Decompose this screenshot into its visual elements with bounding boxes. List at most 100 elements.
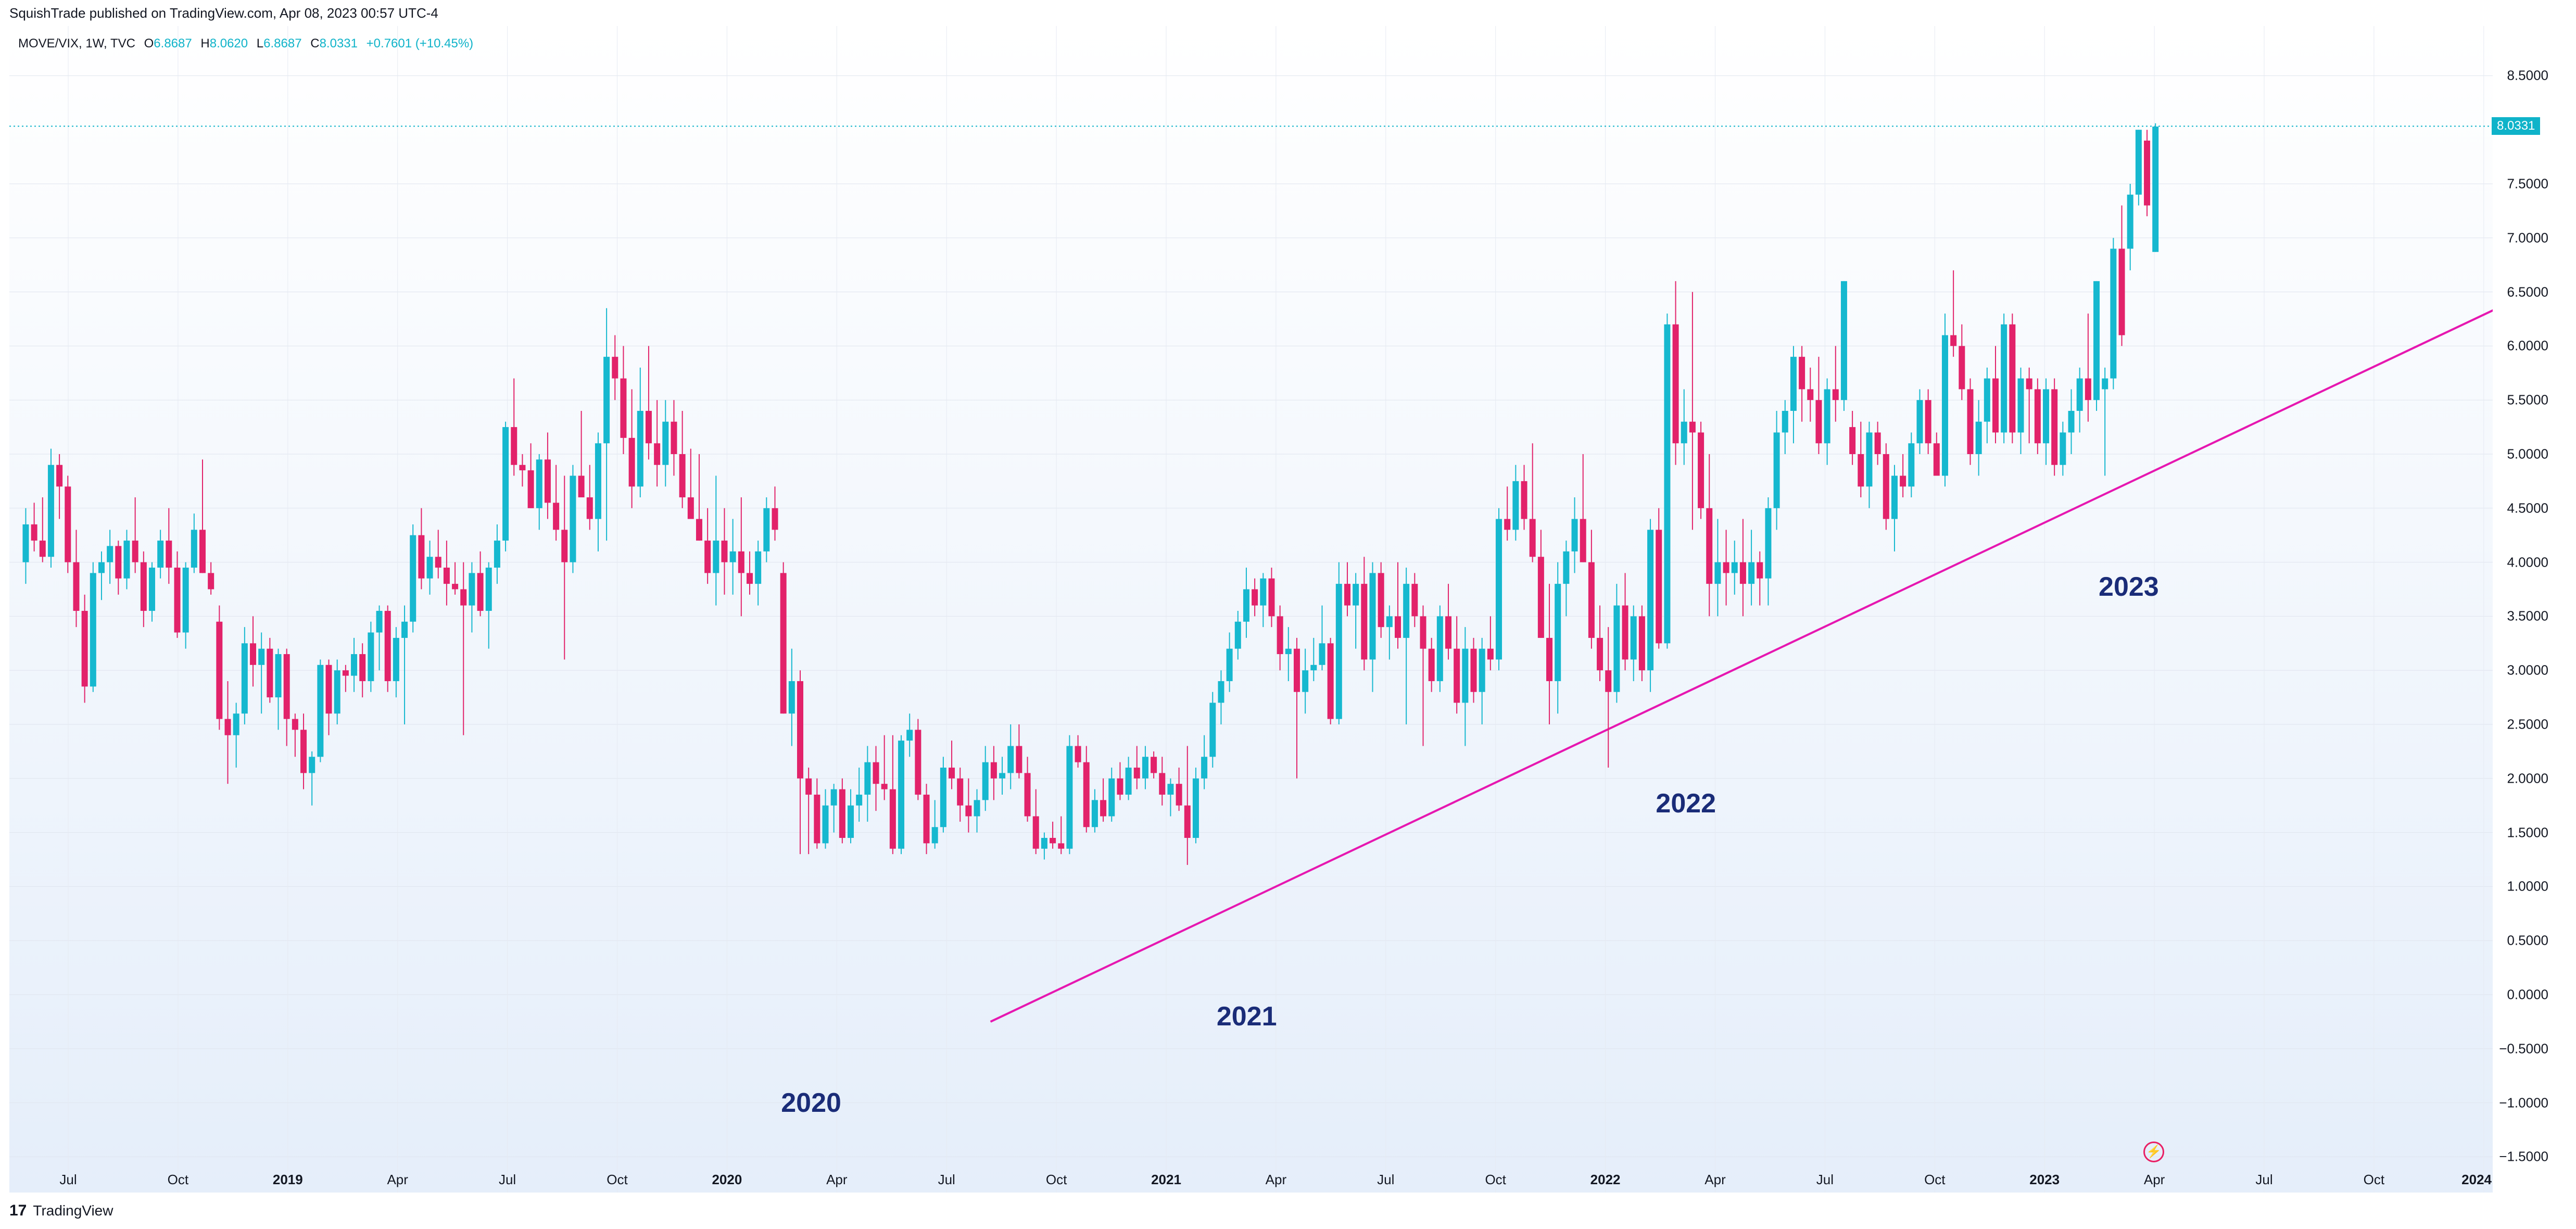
candle-body [317, 664, 324, 757]
change-value: +0.7601 (+10.45%) [366, 36, 474, 51]
candle-body [662, 421, 669, 465]
candle-body [1436, 616, 1443, 681]
candle-body [2026, 378, 2032, 390]
candle-body [797, 681, 803, 779]
candle [1032, 789, 1039, 855]
low-key: L [256, 36, 264, 51]
price-tick-label: 5.5000 [2507, 392, 2548, 408]
candle [527, 443, 534, 508]
candle [368, 621, 374, 692]
candle [2144, 130, 2151, 217]
year-annotation[interactable]: 2021 [1216, 1001, 1277, 1032]
candle [47, 448, 54, 568]
candle-body [216, 621, 223, 719]
candle [1361, 557, 1368, 671]
candle [1739, 519, 1746, 617]
candle [511, 378, 517, 476]
trendline[interactable] [990, 297, 2493, 1023]
candle-body [2144, 140, 2151, 206]
price-tick-label: −0.5000 [2499, 1040, 2548, 1057]
candle [1277, 605, 1283, 671]
candle [1436, 605, 1443, 692]
candle-body [1521, 481, 1527, 519]
time-tick-label: 2021 [1151, 1172, 1181, 1187]
candle-body [477, 573, 484, 611]
candle [1832, 346, 1839, 422]
candle [1378, 562, 1384, 638]
candle-body [999, 773, 1006, 779]
candle-body [1739, 562, 1746, 584]
candle [1100, 778, 1107, 822]
candle [1757, 551, 1763, 606]
candle-body [191, 530, 197, 568]
candle-body [325, 664, 332, 714]
year-annotation[interactable]: 2022 [1656, 788, 1716, 819]
open-key: O [144, 36, 154, 51]
candle-body [1007, 746, 1014, 773]
candle-body [393, 637, 399, 681]
candle [199, 459, 206, 573]
candle-body [2068, 410, 2075, 433]
candle [216, 605, 223, 730]
candle-body [553, 503, 560, 530]
candle-body [1024, 773, 1031, 817]
candle-body [612, 357, 618, 379]
candle [696, 454, 702, 541]
time-tick-label: 2024 [2461, 1172, 2492, 1187]
time-tick-label: Apr [1704, 1172, 1726, 1187]
year-annotation[interactable]: 2020 [781, 1087, 841, 1118]
candle-body [1243, 589, 1249, 622]
year-annotation[interactable]: 2023 [2099, 572, 2159, 603]
candle [283, 648, 290, 746]
candle-body [1941, 335, 1948, 476]
tradingview-brand[interactable]: 17 TradingView [9, 1202, 113, 1220]
candle-body [957, 778, 964, 806]
candle [1933, 432, 1940, 476]
time-tick-label: Oct [1485, 1172, 1506, 1187]
candle [1647, 519, 1654, 692]
chart-pane[interactable] [9, 26, 2493, 1193]
candle [275, 648, 282, 730]
candle [2127, 184, 2133, 271]
candles [22, 123, 2159, 865]
candle [1765, 497, 1772, 606]
candle-body [73, 562, 80, 611]
symbol-label[interactable]: MOVE/VIX, 1W, TVC [18, 36, 135, 51]
candle-body [22, 524, 29, 562]
candle [1723, 530, 1729, 606]
candle [1403, 567, 1410, 724]
candle-body [848, 805, 854, 838]
candle [1597, 605, 1603, 681]
candle-body [679, 454, 686, 498]
candle-body [595, 443, 601, 519]
time-tick-label: Oct [1045, 1172, 1067, 1187]
candle [1479, 637, 1485, 724]
candle-body [1386, 616, 1393, 628]
candle [1420, 605, 1426, 746]
price-tick-label: 7.0000 [2507, 230, 2548, 246]
candle-body [1041, 837, 1047, 849]
candle [1302, 648, 1309, 714]
flash-icon[interactable]: ⚡ [2143, 1142, 2164, 1162]
time-tick-label: Jul [1377, 1172, 1395, 1187]
candle [2085, 313, 2091, 422]
candle [637, 367, 643, 498]
candle [2017, 367, 2024, 454]
candle [182, 562, 189, 649]
candle-body [2127, 194, 2133, 249]
candle [1310, 637, 1317, 681]
candle [1908, 432, 1915, 498]
candle [393, 627, 399, 698]
candlestick-chart[interactable] [9, 26, 2493, 1193]
candle [974, 789, 980, 833]
candle-body [1100, 800, 1107, 817]
candle-body [1748, 562, 1755, 584]
candle-body [578, 475, 585, 498]
candle [923, 784, 930, 855]
candle [2034, 378, 2041, 454]
candle-body [300, 730, 307, 773]
candle [628, 389, 635, 508]
candle [1192, 768, 1199, 844]
candle-body [839, 789, 845, 838]
candle [1815, 357, 1822, 454]
